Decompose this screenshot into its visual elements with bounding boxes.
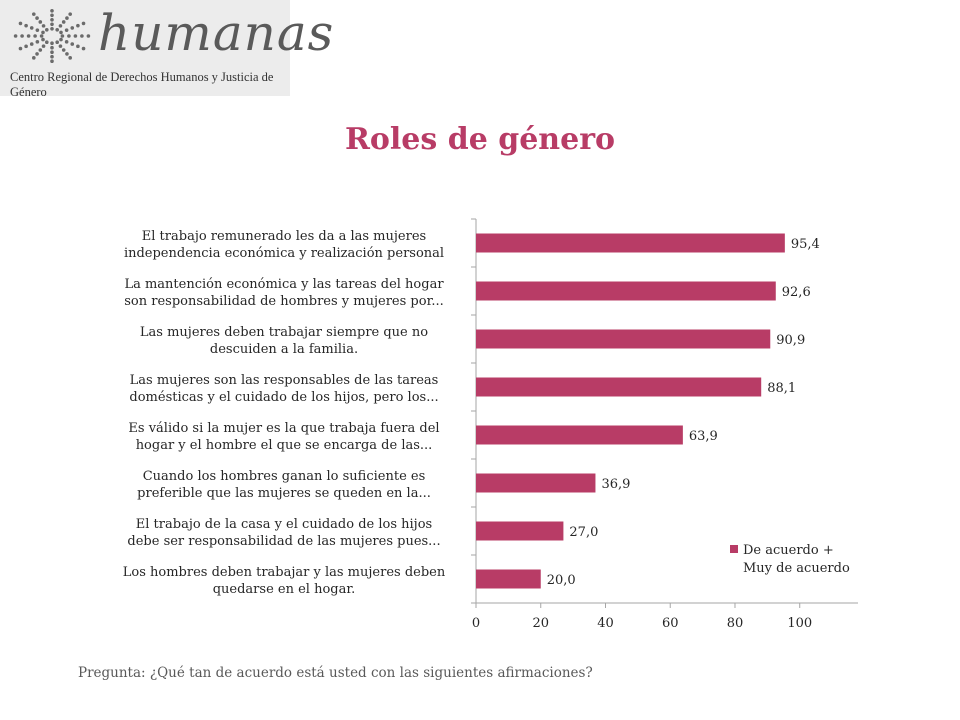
category-label: descuiden a la familia. xyxy=(210,342,358,357)
bar xyxy=(476,377,762,397)
logo: humanas Centro Regional de Derechos Huma… xyxy=(0,0,333,99)
data-label: 27,0 xyxy=(569,525,598,540)
x-tick-label: 80 xyxy=(727,616,744,631)
data-label: 92,6 xyxy=(782,285,811,300)
bar xyxy=(476,281,776,301)
legend-label: De acuerdo + xyxy=(743,543,834,558)
x-tick-label: 100 xyxy=(787,616,812,631)
category-label: domésticas y el cuidado de los hijos, pe… xyxy=(129,390,438,405)
data-label: 36,9 xyxy=(601,477,630,492)
legend-label: Muy de acuerdo xyxy=(743,561,850,576)
bar xyxy=(476,521,564,541)
category-label: independencia económica y realización pe… xyxy=(124,246,444,261)
category-label: El trabajo de la casa y el cuidado de lo… xyxy=(136,517,432,532)
category-label: El trabajo remunerado les da a las mujer… xyxy=(142,229,426,244)
x-tick-label: 60 xyxy=(662,616,679,631)
category-label: hogar y el hombre el que se encarga de l… xyxy=(136,438,433,453)
survey-question: Pregunta: ¿Qué tan de acuerdo está usted… xyxy=(78,665,593,681)
data-label: 63,9 xyxy=(689,429,718,444)
category-label: La mantención económica y las tareas del… xyxy=(124,277,444,292)
category-label: Las mujeres deben trabajar siempre que n… xyxy=(140,325,428,340)
data-label: 88,1 xyxy=(767,381,796,396)
category-label: Las mujeres son las responsables de las … xyxy=(130,373,439,388)
category-label: Cuando los hombres ganan lo suficiente e… xyxy=(143,469,426,484)
bar xyxy=(476,233,785,253)
chart-title: Roles de género xyxy=(344,122,616,157)
bar xyxy=(476,473,596,493)
x-tick-label: 20 xyxy=(532,616,549,631)
data-label: 95,4 xyxy=(791,237,820,252)
x-tick-label: 40 xyxy=(597,616,614,631)
x-tick-label: 0 xyxy=(472,616,480,631)
category-label: son responsabilidad de hombres y mujeres… xyxy=(124,294,444,309)
legend: De acuerdo + Muy de acuerdo xyxy=(730,543,850,576)
legend-swatch xyxy=(730,545,738,553)
category-label: Los hombres deben trabajar y las mujeres… xyxy=(123,565,446,580)
logo-star-icon xyxy=(13,9,91,63)
category-label: preferible que las mujeres se queden en … xyxy=(137,486,431,501)
category-label: debe ser responsabilidad de las mujeres … xyxy=(127,534,440,549)
logo-subtitle: Centro Regional de Derechos Humanos y Ju… xyxy=(10,70,274,99)
category-label: quedarse en el hogar. xyxy=(213,582,356,597)
data-label: 90,9 xyxy=(776,333,805,348)
data-label: 20,0 xyxy=(547,573,576,588)
category-label: Es válido si la mujer es la que trabaja … xyxy=(128,421,439,436)
bar xyxy=(476,569,541,589)
logo-wordmark: humanas xyxy=(98,4,335,62)
bar xyxy=(476,425,683,445)
bar xyxy=(476,329,771,349)
